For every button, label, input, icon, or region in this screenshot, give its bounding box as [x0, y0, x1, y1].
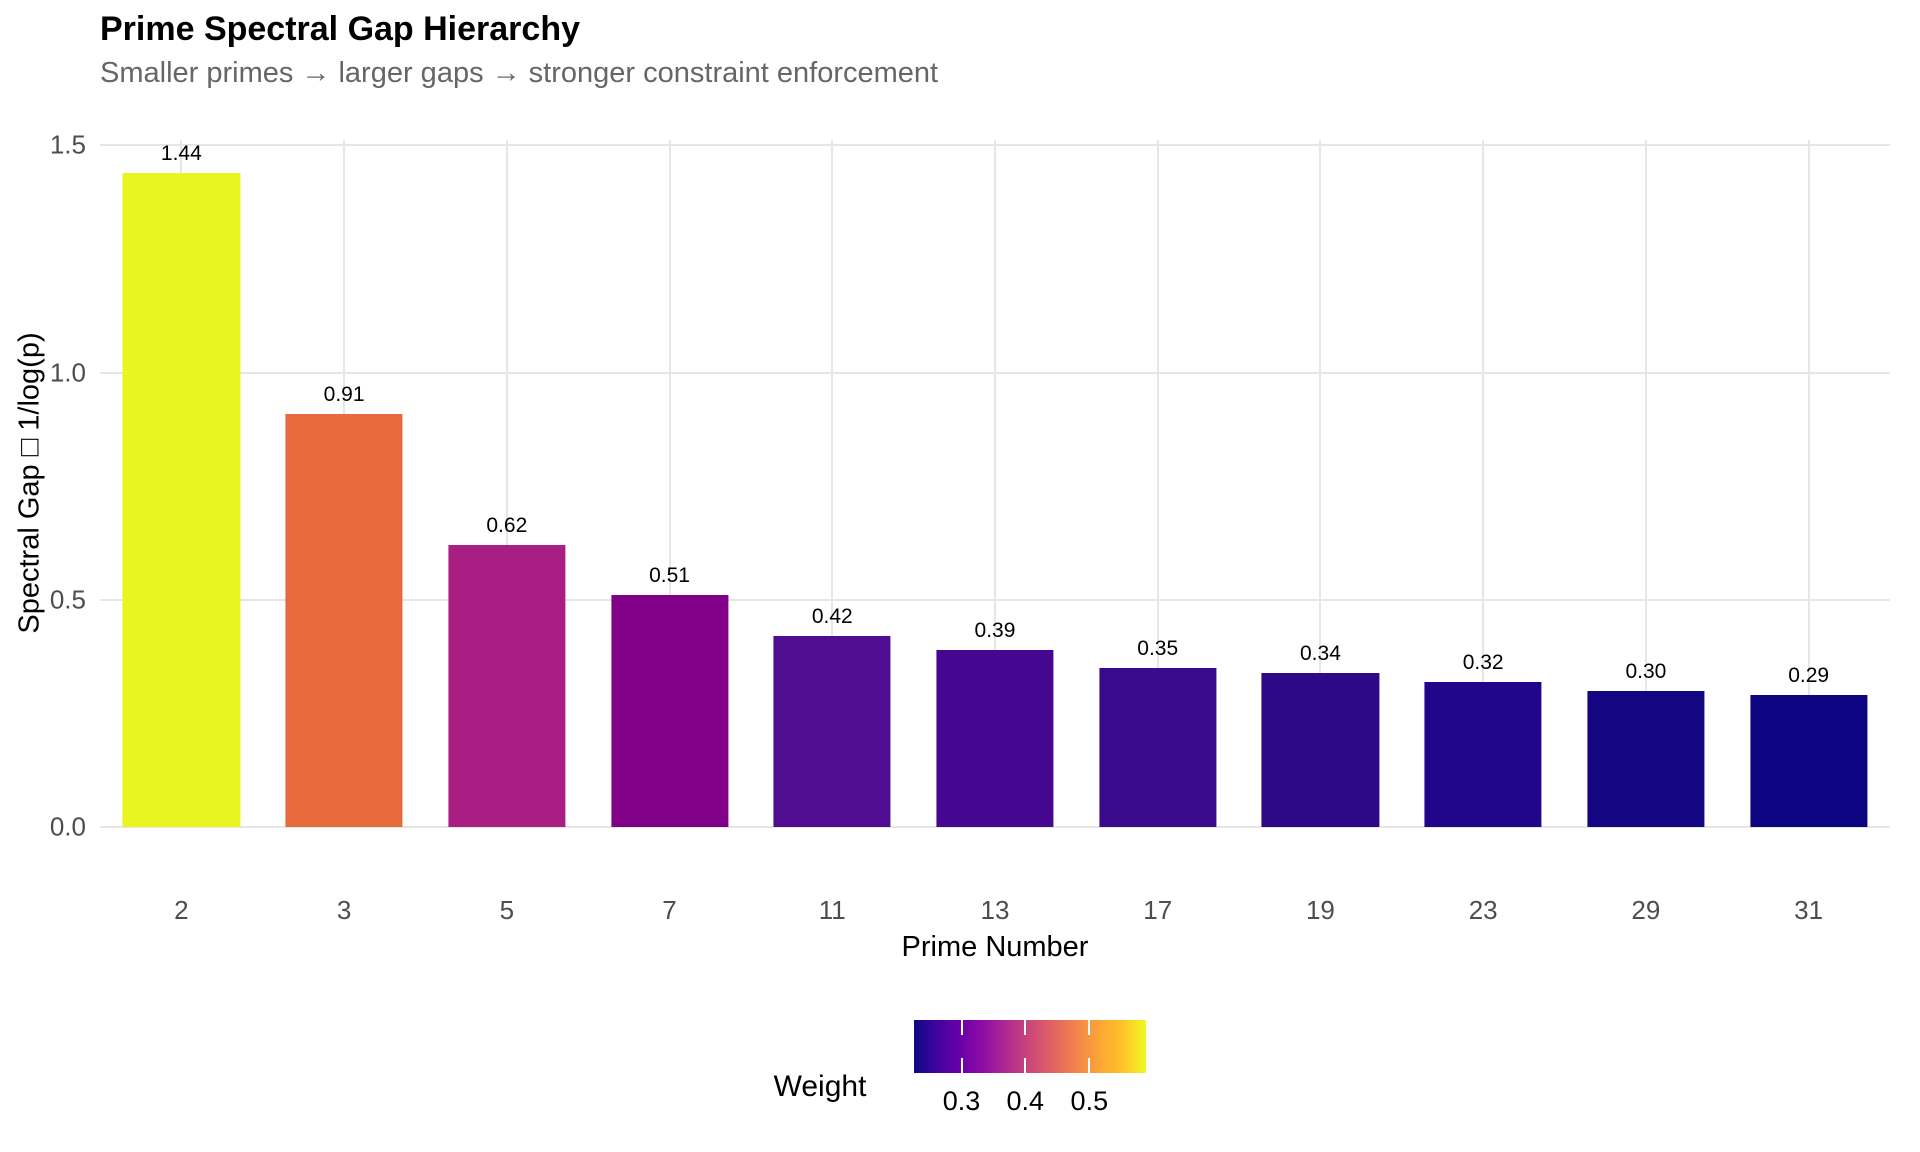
chart-subtitle: Smaller primes → larger gaps → stronger …	[100, 57, 939, 89]
bar-value-label: 0.42	[811, 605, 853, 629]
x-axis-tick-label: 19	[1305, 895, 1335, 925]
x-axis-tick-label: 11	[818, 895, 846, 925]
gridline-horizontal	[100, 826, 1890, 828]
gridline-vertical	[831, 140, 834, 827]
bar-prime-31	[1750, 695, 1868, 827]
bar-value-label: 0.51	[649, 564, 690, 588]
y-axis-tick-label: 0.0	[49, 811, 86, 842]
bar-prime-11	[773, 636, 891, 827]
gridline-vertical	[1644, 140, 1647, 827]
bar-value-label: 0.39	[974, 618, 1016, 642]
x-axis-tick-label: 13	[980, 895, 1010, 925]
legend: Weight 0.3 0.4 0.5	[0, 1020, 1920, 1130]
bar-slot: 0.42 11	[751, 140, 914, 925]
legend-colorbar	[914, 1020, 1147, 1073]
x-axis-tick-label: 2	[174, 895, 189, 925]
colorbar-tick-label: 0.3	[942, 1086, 981, 1116]
colorbar-tick-label: 0.4	[1006, 1086, 1045, 1116]
chart-title: Prime Spectral Gap Hierarchy	[100, 10, 581, 48]
x-axis-title: Prime Number	[901, 931, 1089, 963]
bar-prime-13	[936, 649, 1054, 827]
bar-prime-17	[1099, 667, 1217, 827]
bar-slot: 0.39 13	[914, 140, 1077, 925]
x-axis-tick-label: 3	[336, 895, 352, 925]
colorbar-tick	[1024, 1058, 1027, 1073]
y-axis-tick-label: 1.0	[49, 357, 86, 388]
y-axis-title: Spectral Gap □ 1/log(p)	[13, 332, 46, 634]
bar-prime-2	[122, 172, 240, 827]
bar-slot: 0.34 19	[1239, 140, 1402, 925]
colorbar-tick	[1088, 1058, 1091, 1073]
bar-prime-3	[285, 413, 403, 827]
bar-value-label: 1.44	[160, 141, 202, 165]
gridline-vertical	[1807, 140, 1810, 827]
bar-value-label: 0.62	[486, 514, 528, 538]
x-axis-tick-label: 7	[662, 895, 677, 925]
bar-slot: 0.29 31	[1727, 140, 1890, 925]
colorbar-tick	[960, 1020, 963, 1035]
bar-value-label: 0.29	[1788, 664, 1830, 688]
bar-prime-29	[1587, 690, 1705, 827]
gridline-vertical	[668, 140, 671, 827]
gridline-vertical	[1482, 140, 1485, 827]
bar-slot: 1.44 2	[100, 140, 263, 925]
bar-slot: 0.91 3	[263, 140, 426, 925]
plot-panel: 0.0 0.5 1.0 1.5 1.44 2 0.91 3 0.62 5 0.51 7 0.42 11 0.…	[50, 130, 1890, 925]
x-axis-tick-label: 31	[1794, 895, 1824, 925]
y-axis-tick-label: 0.5	[49, 584, 86, 615]
bar-value-label: 0.34	[1300, 641, 1341, 665]
colorbar-tick	[960, 1058, 963, 1073]
gridline-vertical	[1156, 140, 1159, 827]
colorbar-tick	[1088, 1020, 1091, 1035]
bar-value-label: 0.30	[1625, 659, 1667, 683]
x-axis-tick-label: 23	[1468, 895, 1498, 925]
bar-slot: 0.30 29	[1565, 140, 1728, 925]
bar-slot: 0.32 23	[1402, 140, 1565, 925]
x-axis-tick-label: 29	[1631, 895, 1661, 925]
bar-slot: 0.35 17	[1076, 140, 1239, 925]
gridline-vertical	[505, 140, 508, 827]
x-axis-tick-label: 5	[499, 895, 515, 925]
x-axis-tick-label: 17	[1143, 895, 1173, 925]
bar-value-label: 0.91	[323, 382, 365, 406]
bar-prime-5	[448, 545, 566, 827]
y-axis-tick-label: 1.5	[49, 129, 86, 160]
legend-colorbar-wrap: 0.3 0.4 0.5	[914, 1020, 1147, 1130]
bar-prime-23	[1424, 681, 1542, 827]
colorbar-tick-label: 0.5	[1070, 1086, 1109, 1116]
bar-prime-19	[1261, 672, 1380, 827]
bar-slot: 0.62 5	[425, 140, 588, 925]
bar-prime-7	[610, 595, 729, 827]
bar-slot: 0.51 7	[588, 140, 751, 925]
legend-title: Weight	[773, 1070, 867, 1103]
gridline-vertical	[1319, 140, 1322, 827]
colorbar-tick	[1024, 1020, 1027, 1035]
bar-value-label: 0.32	[1462, 650, 1504, 674]
gridline-vertical	[993, 140, 996, 827]
bar-value-label: 0.35	[1137, 636, 1179, 660]
